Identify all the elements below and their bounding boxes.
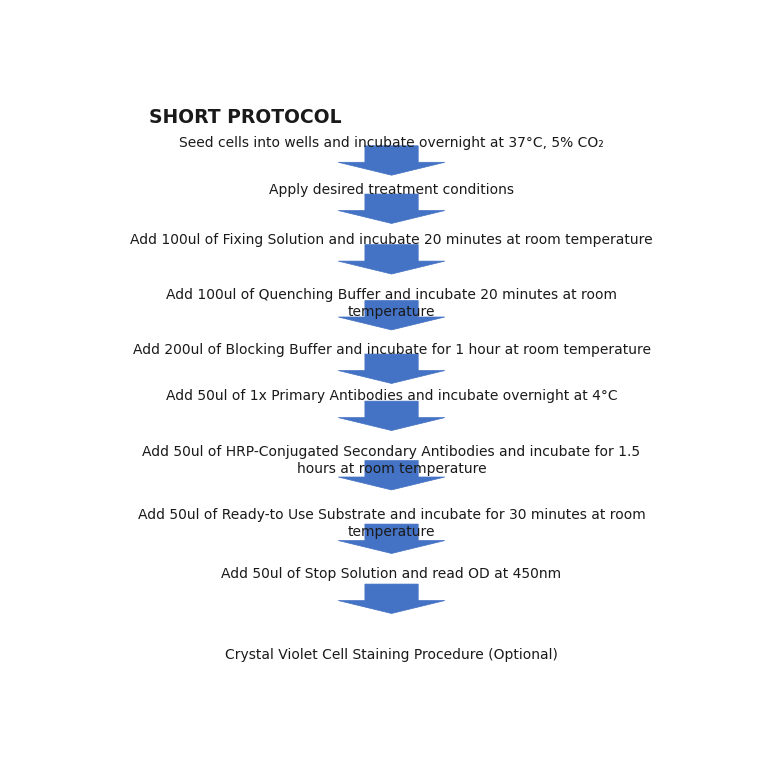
Text: Add 200ul of Blocking Buffer and incubate for 1 hour at room temperature: Add 200ul of Blocking Buffer and incubat…: [132, 343, 651, 357]
Text: Add 50ul of HRP-Conjugated Secondary Antibodies and incubate for 1.5
hours at ro: Add 50ul of HRP-Conjugated Secondary Ant…: [143, 445, 640, 476]
Text: Add 50ul of Stop Solution and read OD at 450nm: Add 50ul of Stop Solution and read OD at…: [222, 567, 562, 581]
Text: Add 100ul of Quenching Buffer and incubate 20 minutes at room
temperature: Add 100ul of Quenching Buffer and incuba…: [166, 288, 617, 319]
Text: Add 100ul of Fixing Solution and incubate 20 minutes at room temperature: Add 100ul of Fixing Solution and incubat…: [130, 233, 653, 247]
Text: Crystal Violet Cell Staining Procedure (Optional): Crystal Violet Cell Staining Procedure (…: [225, 648, 558, 662]
Polygon shape: [338, 461, 445, 490]
Polygon shape: [338, 146, 445, 175]
Text: SHORT PROTOCOL: SHORT PROTOCOL: [149, 108, 342, 127]
Polygon shape: [338, 524, 445, 553]
Text: Add 50ul of Ready-to Use Substrate and incubate for 30 minutes at room
temperatu: Add 50ul of Ready-to Use Substrate and i…: [138, 507, 646, 539]
Text: Apply desired treatment conditions: Apply desired treatment conditions: [269, 183, 514, 197]
Text: Seed cells into wells and incubate overnight at 37°C, 5% CO₂: Seed cells into wells and incubate overn…: [180, 136, 604, 150]
Polygon shape: [338, 584, 445, 613]
Polygon shape: [338, 354, 445, 384]
Polygon shape: [338, 194, 445, 223]
Polygon shape: [338, 244, 445, 274]
Text: Add 50ul of 1x Primary Antibodies and incubate overnight at 4°C: Add 50ul of 1x Primary Antibodies and in…: [166, 389, 617, 403]
Polygon shape: [338, 401, 445, 431]
Polygon shape: [338, 300, 445, 330]
